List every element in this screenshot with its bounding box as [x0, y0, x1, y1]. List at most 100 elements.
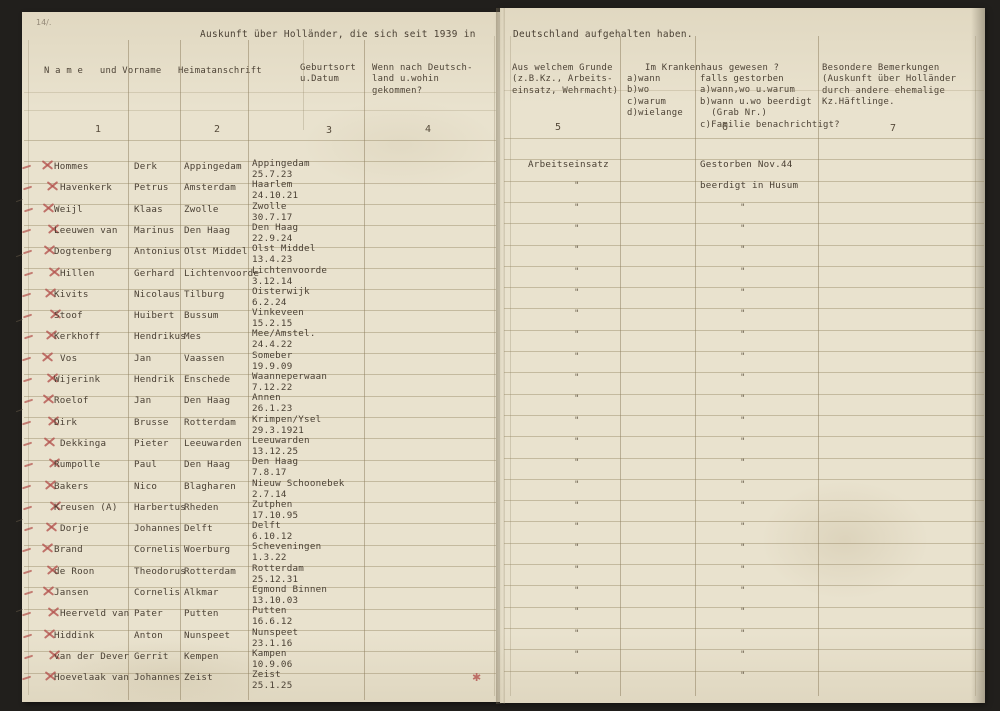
cell-reason: " — [574, 628, 580, 639]
cell-birthplace: Waanneperwaan — [252, 371, 328, 382]
cell-birthdate: 13.10.03 — [252, 595, 299, 606]
row-rule-right — [504, 245, 984, 246]
column-separator — [975, 36, 976, 696]
row-rule-left — [24, 204, 496, 205]
cell-address: Kempen — [184, 651, 219, 662]
header-rule-right — [504, 90, 984, 91]
cell-address: Rotterdam — [184, 566, 237, 577]
row-rule-right — [504, 223, 984, 224]
column-number-3: 3 — [326, 125, 333, 136]
row-rule-left — [24, 396, 496, 397]
cell-hospital: " — [740, 585, 746, 596]
cell-reason: " — [574, 393, 580, 404]
page-border — [494, 36, 495, 696]
column-separator — [510, 36, 511, 696]
column-separator — [818, 36, 819, 696]
row-rule-right — [504, 564, 984, 565]
row-rule-left — [24, 566, 496, 567]
column-separator — [620, 36, 621, 696]
column-separator — [248, 40, 249, 700]
row-rule-left — [24, 460, 496, 461]
cell-birthdate: 3.12.14 — [252, 276, 293, 287]
cell-reason: " — [574, 606, 580, 617]
cell-birthdate: 1.3.22 — [252, 552, 287, 563]
cell-surname: Dekkinga — [60, 438, 107, 449]
cell-surname: Bakers — [54, 481, 89, 492]
row-rule-right — [504, 649, 984, 650]
cell-firstname: Johannes — [134, 672, 181, 683]
column-header-5: Aus welchem Grunde (z.B.Kz., Arbeits- ei… — [512, 63, 619, 96]
cell-hospital: " — [740, 479, 746, 490]
cell-surname: Kreusen (A) — [54, 502, 118, 513]
row-rule-left — [24, 332, 496, 333]
row-rule-left — [24, 502, 496, 503]
cell-reason: " — [574, 223, 580, 234]
cell-birthdate: 16.6.12 — [252, 616, 293, 627]
cell-address: Den Haag — [184, 395, 231, 406]
row-rule-right — [504, 351, 984, 352]
cell-hospital: " — [740, 564, 746, 575]
row-rule-left — [24, 523, 496, 524]
row-rule-right — [504, 415, 984, 416]
row-rule-right — [504, 394, 984, 395]
column-header-3: Geburtsort u.Datum — [300, 63, 356, 85]
page-edge-shadow — [971, 8, 985, 703]
cell-hospital: " — [740, 372, 746, 383]
cell-reason: " — [574, 479, 580, 490]
cell-birthdate: 10.9.06 — [252, 659, 293, 670]
cell-surname: Wijerink — [54, 374, 101, 385]
cell-hospital: " — [740, 308, 746, 319]
cell-address: Mes — [184, 331, 202, 342]
cell-reason: " — [574, 372, 580, 383]
cell-reason: " — [574, 202, 580, 213]
row-rule-right — [504, 628, 984, 629]
row-rule-left — [24, 183, 496, 184]
cell-firstname: Derk — [134, 161, 158, 172]
column-header-7: Besondere Bemerkungen (Auskunft über Hol… — [822, 63, 957, 108]
cell-address: Bussum — [184, 310, 219, 321]
cell-birthplace: Someber — [252, 350, 293, 361]
row-rule-left — [24, 630, 496, 631]
cell-birthdate: 25.1.25 — [252, 680, 293, 691]
row-rule-left — [24, 651, 496, 652]
row-rule-right — [504, 138, 984, 139]
document-title-continued: Deutschland aufgehalten haben. — [513, 29, 693, 40]
cell-firstname: Nico — [134, 481, 158, 492]
column-separator — [364, 40, 365, 700]
red-star-mark: ✱ — [472, 671, 482, 684]
cell-birthplace: Den Haag — [252, 222, 299, 233]
cell-firstname: Gerhard — [134, 268, 175, 279]
row-rule-right — [504, 671, 984, 672]
cell-surname: Kerkhoff — [54, 331, 101, 342]
cell-birthdate: 6.10.12 — [252, 531, 293, 542]
cell-address: Olst Middel — [184, 246, 248, 257]
cell-address: Alkmar — [184, 587, 219, 598]
cell-hospital: " — [740, 244, 746, 255]
cell-hospital: beerdigt in Husum — [700, 180, 799, 191]
cell-address: Zeist — [184, 672, 213, 683]
row-rule-left — [24, 587, 496, 588]
cell-hospital: " — [740, 521, 746, 532]
cell-birthplace: Krimpen/Ysel — [252, 414, 322, 425]
cell-firstname: Hendrik — [134, 374, 175, 385]
row-rule-left — [24, 673, 496, 674]
column-header-1: N a m e und Vorname — [44, 66, 162, 76]
cell-birthplace: Zwolle — [252, 201, 287, 212]
cell-firstname: Johannes — [134, 523, 181, 534]
cell-hospital: " — [740, 628, 746, 639]
cell-reason: " — [574, 436, 580, 447]
row-rule-left — [24, 268, 496, 269]
cell-firstname: Cornelis — [134, 587, 181, 598]
row-rule-right — [504, 308, 984, 309]
page-border — [28, 40, 29, 695]
cell-address: Blagharen — [184, 481, 237, 492]
column-number-6: 6 — [722, 122, 729, 133]
cell-firstname: Jan — [134, 395, 152, 406]
cell-surname: Dirk — [54, 417, 78, 428]
cell-birthdate: 19.9.09 — [252, 361, 293, 372]
cell-birthdate: 13.4.23 — [252, 254, 293, 265]
column-separator — [180, 40, 181, 700]
cell-birthplace: Kampen — [252, 648, 287, 659]
row-rule-right — [504, 543, 984, 544]
